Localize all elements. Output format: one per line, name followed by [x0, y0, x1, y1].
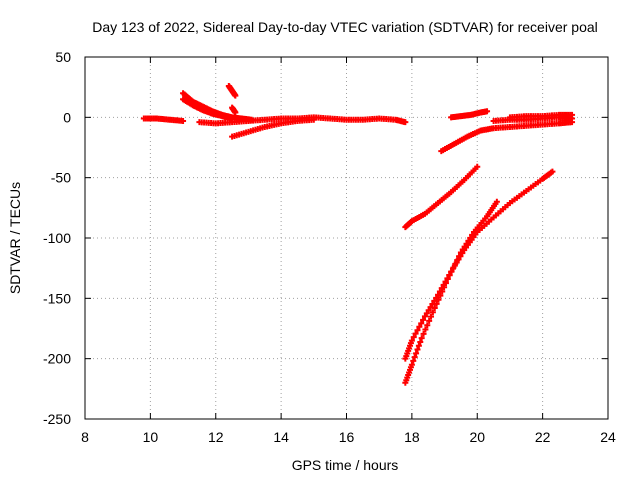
data-point	[418, 320, 425, 327]
data-point	[457, 253, 464, 260]
data-point	[414, 327, 421, 334]
data-point	[232, 92, 239, 99]
data-point	[410, 357, 417, 364]
data-point	[408, 361, 415, 368]
x-tick-label: 12	[208, 429, 224, 445]
y-tick-label: 50	[55, 49, 71, 65]
data-point	[442, 278, 449, 285]
data-series	[140, 115, 187, 124]
data-point	[435, 291, 442, 298]
y-tick-label: 0	[63, 109, 71, 125]
x-tick-label: 22	[535, 429, 551, 445]
y-tick-label: -150	[43, 290, 71, 306]
data-point	[449, 265, 456, 272]
data-point	[417, 338, 424, 345]
grid	[85, 57, 608, 419]
data-point	[493, 198, 500, 205]
data-point	[453, 259, 460, 266]
x-tick-label: 14	[273, 429, 289, 445]
y-tick-label: -100	[43, 230, 71, 246]
x-tick-label: 24	[600, 429, 616, 445]
data-series	[180, 96, 236, 122]
data-point	[232, 109, 239, 116]
data-point	[433, 294, 440, 301]
data-series	[245, 114, 409, 126]
data-point	[549, 168, 556, 175]
data-point	[436, 288, 443, 295]
data-point	[180, 117, 187, 124]
data-series	[438, 119, 576, 155]
data-series	[448, 108, 491, 121]
data-point	[427, 304, 434, 311]
y-axis-label: SDTVAR / TECUs	[7, 182, 23, 294]
data-point	[425, 307, 432, 314]
chart-title: Day 123 of 2022, Sidereal Day-to-day VTE…	[92, 19, 598, 35]
data-point	[422, 326, 429, 333]
ticks: 8 10 12 14 16 18 20 22 24 50 0 -50 -100 -150 -200 -250	[43, 49, 616, 445]
data-point	[420, 316, 427, 323]
data-point	[569, 115, 576, 122]
y-tick-label: -250	[43, 411, 71, 427]
data-point	[429, 301, 436, 308]
data-series	[490, 114, 576, 124]
data-point	[421, 313, 428, 320]
x-tick-label: 8	[81, 429, 89, 445]
data-point	[451, 262, 458, 269]
data-point	[438, 285, 445, 292]
data-point	[426, 317, 433, 324]
data-point	[474, 163, 481, 170]
x-tick-label: 16	[339, 429, 355, 445]
data-point	[484, 108, 491, 115]
data-point	[428, 313, 435, 320]
x-tick-label: 20	[469, 429, 485, 445]
data-point	[415, 342, 422, 349]
data-series	[402, 168, 556, 362]
x-tick-label: 10	[143, 429, 159, 445]
data-series	[402, 163, 481, 231]
data-point	[414, 346, 421, 353]
data-point	[418, 335, 425, 342]
x-tick-label: 18	[404, 429, 420, 445]
data-point	[411, 354, 418, 361]
data-point	[459, 250, 466, 257]
data-point	[429, 309, 436, 316]
data-point	[402, 119, 409, 126]
data-point	[446, 272, 453, 279]
y-tick-label: -50	[51, 170, 71, 186]
data-point	[431, 297, 438, 304]
data-points	[140, 82, 576, 386]
y-tick-label: -200	[43, 351, 71, 367]
data-series	[225, 82, 239, 99]
data-point	[440, 281, 447, 288]
data-point	[424, 322, 431, 329]
x-axis-label: GPS time / hours	[292, 457, 399, 473]
data-point	[408, 337, 415, 344]
data-point	[412, 330, 419, 337]
data-point	[455, 256, 462, 263]
data-point	[416, 323, 423, 330]
data-point	[413, 350, 420, 357]
data-point	[420, 330, 427, 337]
data-point	[448, 268, 455, 275]
data-point	[423, 310, 430, 317]
data-point	[410, 334, 417, 341]
data-point	[444, 275, 451, 282]
data-series	[229, 104, 239, 116]
